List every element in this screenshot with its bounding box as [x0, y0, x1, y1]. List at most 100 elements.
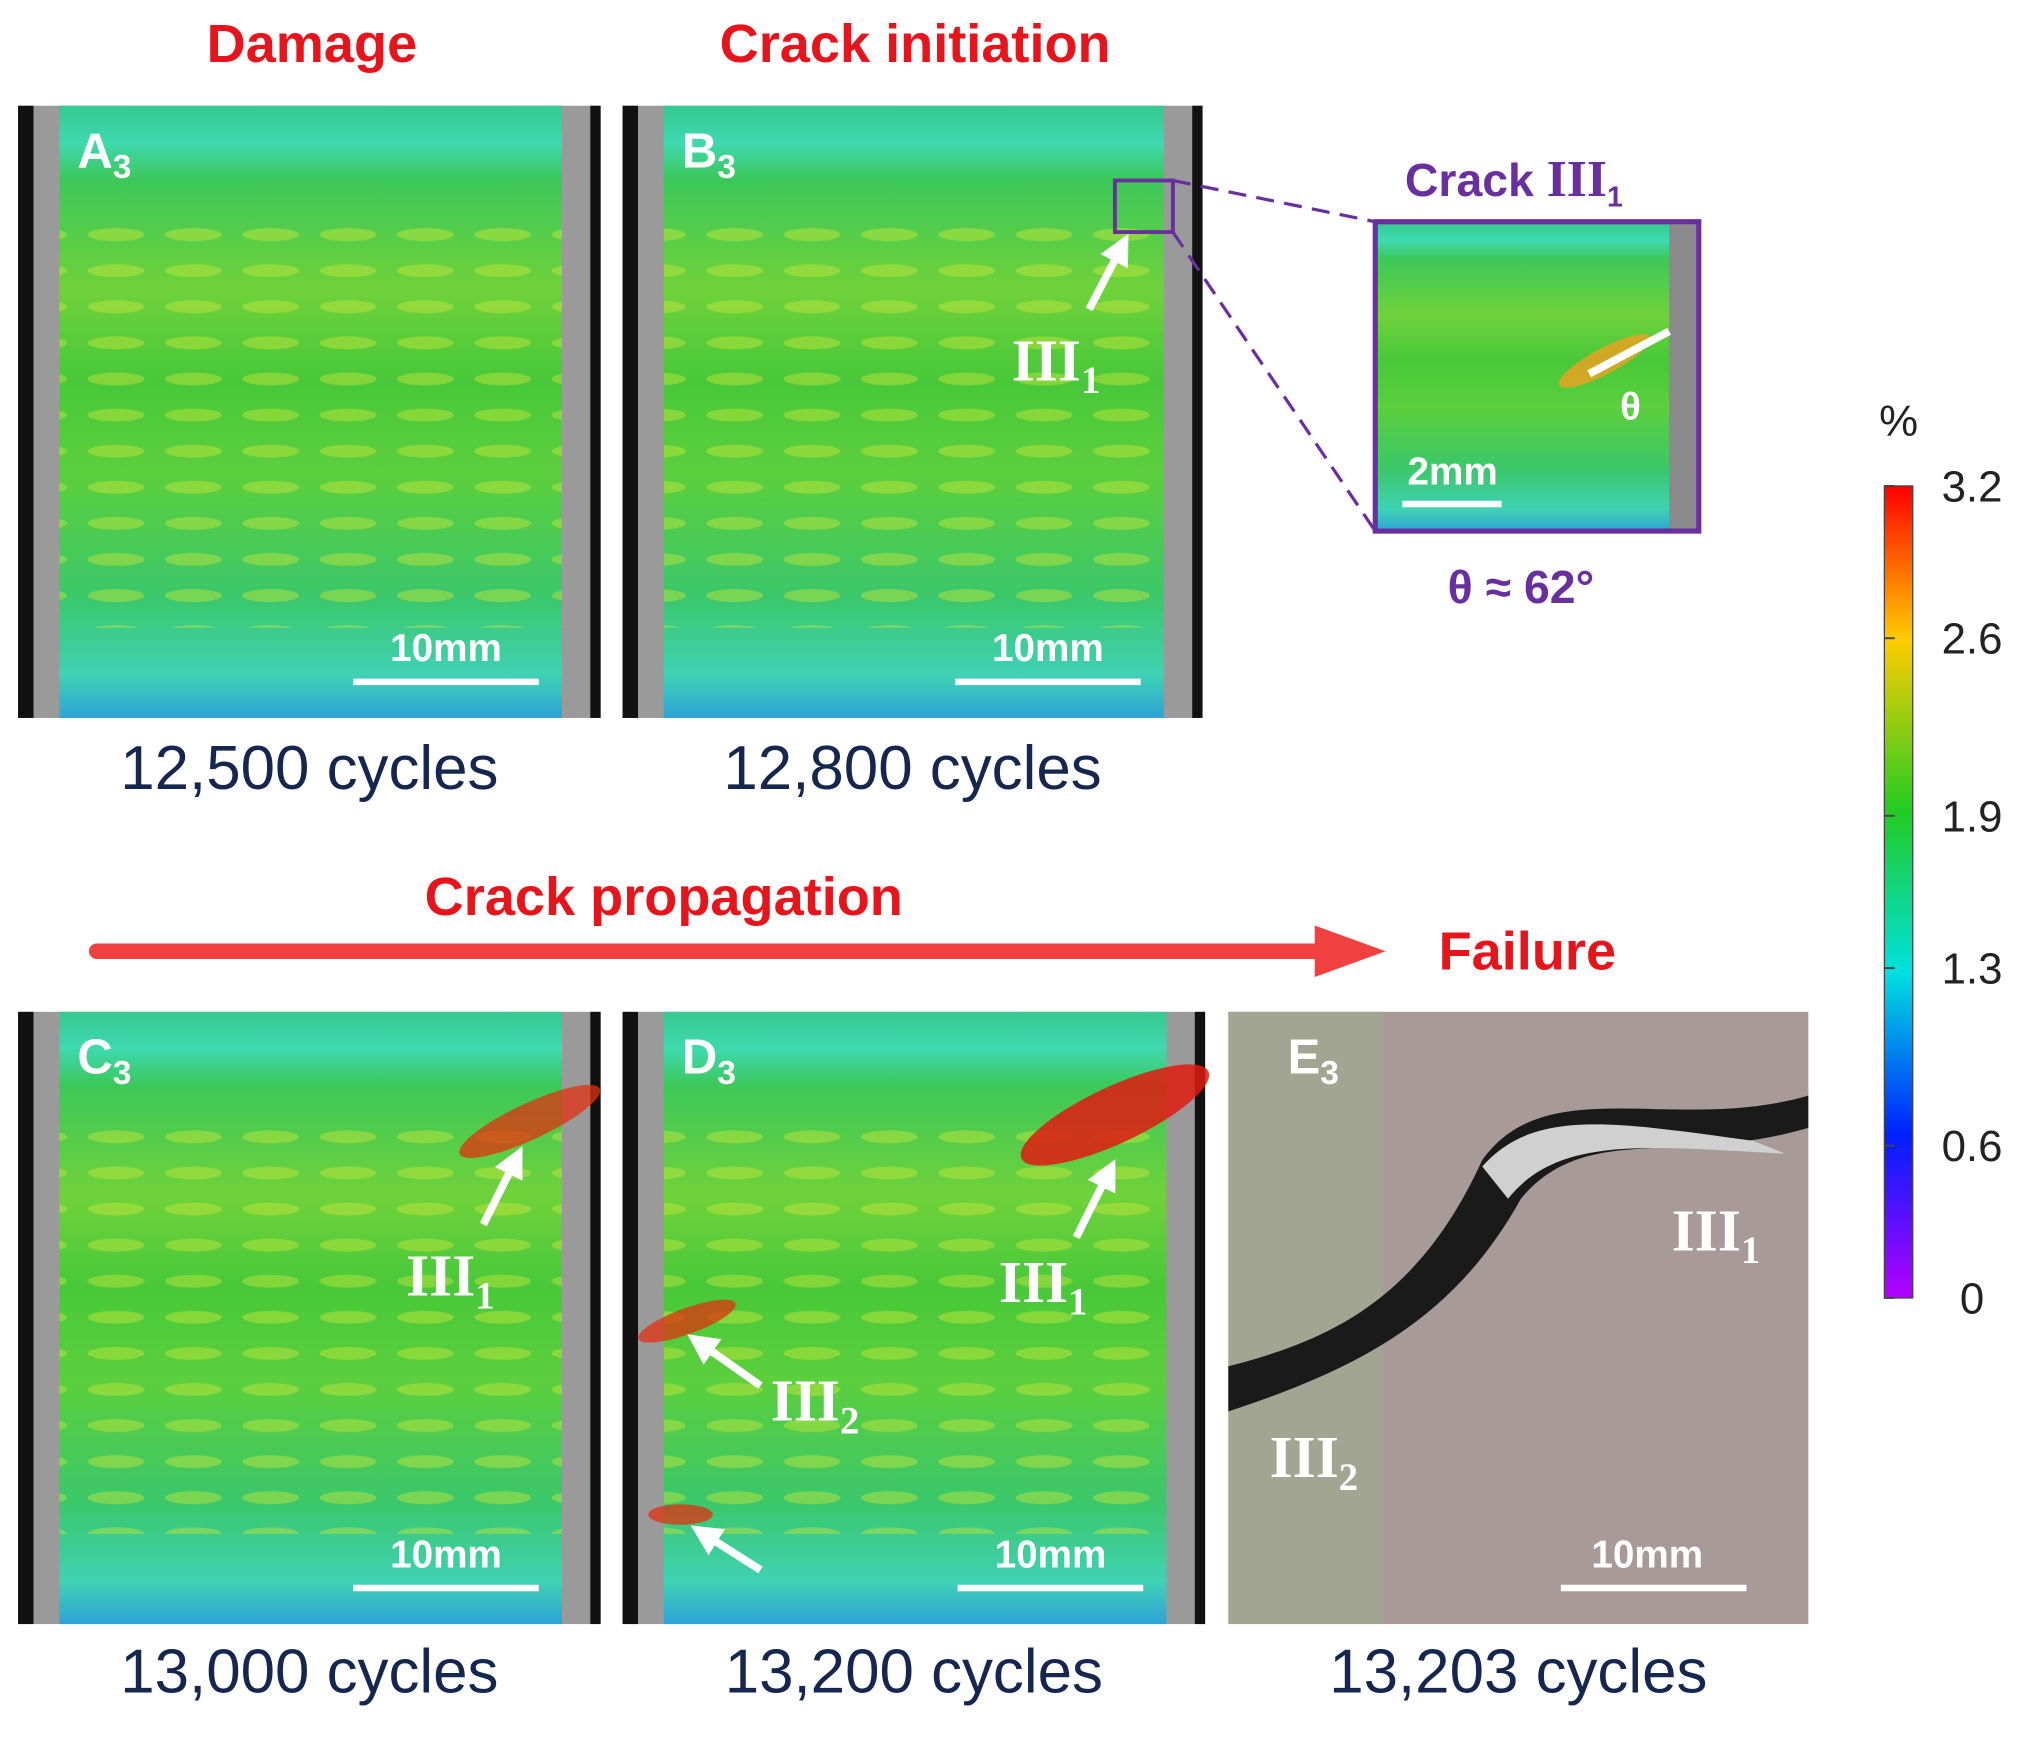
letter: E [1288, 1031, 1321, 1085]
strain-bands [59, 208, 562, 628]
crack-zone [638, 1299, 736, 1343]
subscript: 1 [475, 1275, 494, 1317]
roman: III [1672, 1197, 1741, 1263]
arrow [687, 1334, 763, 1389]
subscript: 3 [113, 1055, 132, 1092]
crack-zone [1020, 1064, 1210, 1166]
colorbar-unit: % [1879, 397, 1918, 446]
angle-symbol: θ [1620, 386, 1641, 429]
letter: C [77, 1031, 112, 1085]
cycles-label: 12,800 cycles [723, 734, 1101, 803]
fracture [1228, 1095, 1809, 1412]
crack-zone [648, 1504, 713, 1525]
letter: D [682, 1031, 717, 1085]
inset-frame [1372, 219, 1702, 534]
scale-label: 10mm [1591, 1533, 1703, 1576]
subscript: 2 [840, 1400, 859, 1442]
edge [622, 105, 639, 718]
arrow [1085, 233, 1129, 312]
panel-label: E3 [1288, 1031, 1339, 1092]
panel: B3 10mm 12,800 cycles III1 [622, 105, 1203, 803]
subscript: 3 [717, 1055, 736, 1092]
colorbar-tick-label: 3.2 [1942, 462, 2003, 511]
angle: θ ≈ 62° [1448, 561, 1594, 613]
roman: III [1270, 1424, 1339, 1490]
arrow [479, 1146, 523, 1227]
edge [1194, 1011, 1206, 1625]
subscript: 1 [1081, 360, 1100, 402]
connector [1172, 178, 1376, 224]
colorbar-tick-label: 1.9 [1942, 792, 2003, 841]
zoom-box [1112, 178, 1175, 234]
panel-label: A3 [77, 125, 131, 186]
scale-label: 10mm [992, 627, 1104, 670]
roman: III [1012, 327, 1081, 393]
panel-label: B3 [682, 125, 736, 186]
roman: III [999, 1249, 1068, 1315]
panel-label: D3 [682, 1031, 736, 1092]
crack-label: III2 [771, 1367, 860, 1442]
header: Crack propagation [425, 867, 903, 927]
subscript: 2 [1339, 1457, 1358, 1499]
header: Crack initiation [720, 14, 1111, 74]
panel: C3 10mm 13,000 cycles III1 [18, 1011, 601, 1706]
fracture-face [1482, 1124, 1786, 1199]
subscript: 1 [1741, 1230, 1760, 1272]
crack-line [1587, 327, 1671, 378]
strain-bands [663, 208, 1164, 628]
edge [18, 105, 34, 718]
panel: A3 10mm 12,500 cycles [18, 105, 601, 803]
scale-label: 10mm [995, 1533, 1107, 1576]
edge [590, 1011, 601, 1625]
header: Failure [1439, 921, 1616, 981]
edge [622, 1011, 639, 1625]
cycles-label: 13,203 cycles [1329, 1637, 1707, 1706]
headers: Damage Crack initiation Crack propagatio… [88, 14, 1616, 981]
connector [1171, 231, 1377, 532]
subscript: 3 [113, 149, 132, 186]
subscript: 3 [1320, 1055, 1339, 1092]
inset: Crack III1 θ 2mm θ ≈ 62° [1171, 151, 1702, 613]
subscript: 1 [1068, 1282, 1087, 1324]
scale-label: 10mm [390, 627, 502, 670]
colorbar-bar [1883, 485, 1914, 1299]
colorbar-tick-label: 2.6 [1942, 615, 2003, 664]
subscript: 3 [717, 149, 736, 186]
edge [590, 105, 601, 718]
crack-zone [459, 1084, 601, 1158]
strain-bands [663, 1114, 1167, 1534]
inset-title: Crack III1 [1405, 151, 1623, 213]
scale-label: 2mm [1407, 451, 1497, 494]
letter: B [682, 125, 717, 179]
arrow-head [1314, 925, 1386, 978]
colorbar-tick-label: 0 [1960, 1274, 1984, 1323]
roman: III [406, 1242, 475, 1308]
roman: III [771, 1367, 840, 1433]
colorbar: % 3.2 2.6 1.9 1.3 0.6 0 [1879, 397, 2002, 1324]
colorbar-tick-label: 0.6 [1942, 1122, 2003, 1171]
crack-label: III1 [1012, 327, 1101, 402]
crack-label: III2 [1270, 1424, 1359, 1499]
crack-label: III1 [406, 1242, 495, 1317]
crack-label: III1 [1672, 1197, 1761, 1272]
cycles-label: 13,200 cycles [725, 1637, 1103, 1706]
cycles-label: 12,500 cycles [120, 734, 498, 803]
crack [1558, 334, 1651, 388]
scale-label: 10mm [390, 1533, 502, 1576]
header: Damage [207, 14, 418, 74]
edge [18, 1011, 34, 1625]
strain-bands [59, 1114, 562, 1534]
cycles-label: 13,000 cycles [120, 1637, 498, 1706]
crack-label: III1 [999, 1249, 1088, 1324]
arrow [690, 1525, 763, 1574]
inset-image [1375, 221, 1699, 532]
letter: A [77, 125, 112, 179]
arrow [1072, 1159, 1116, 1240]
panel-label: C3 [77, 1031, 131, 1092]
edge [1192, 105, 1203, 718]
edge [1669, 221, 1699, 532]
